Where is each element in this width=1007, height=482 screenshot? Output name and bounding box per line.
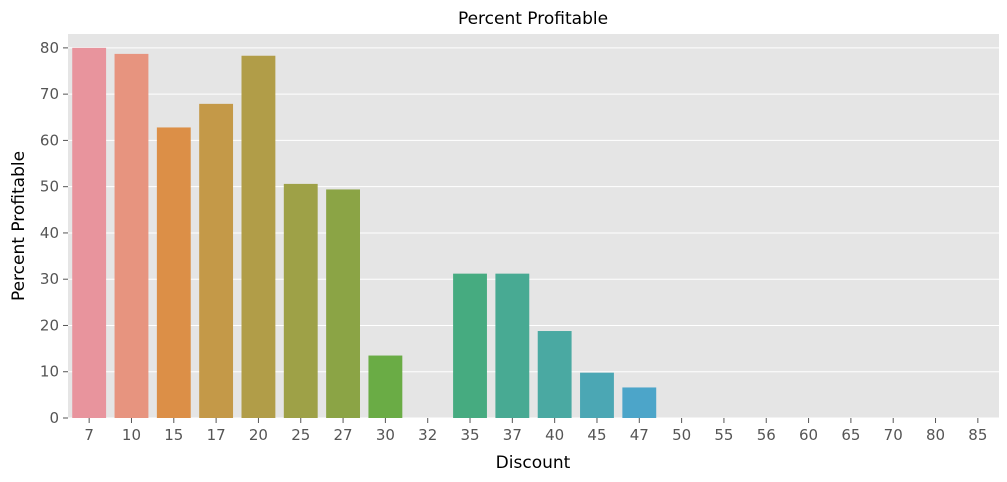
y-tick-label: 40	[40, 224, 59, 242]
bar-25	[283, 183, 318, 418]
x-tick-label: 7	[84, 426, 94, 444]
bar-47	[622, 387, 657, 418]
x-tick-label: 25	[291, 426, 310, 444]
y-axis-label: Percent Profitable	[9, 151, 29, 301]
y-tick-label: 80	[40, 39, 59, 57]
bar-17	[199, 103, 234, 419]
bar-20	[241, 55, 276, 419]
y-tick-label: 50	[40, 178, 59, 196]
y-axis-ticks: 0 10 20 30 40 50 60 70 80	[40, 39, 68, 427]
x-tick-label: 30	[376, 426, 395, 444]
x-tick-label: 70	[884, 426, 903, 444]
bar-10	[114, 53, 149, 418]
y-tick-label: 60	[40, 131, 59, 149]
chart-title: Percent Profitable	[458, 9, 608, 29]
y-tick-label: 20	[40, 316, 59, 334]
bar-30	[368, 355, 403, 418]
x-tick-label: 27	[334, 426, 353, 444]
x-tick-label: 45	[587, 426, 606, 444]
y-tick-label: 30	[40, 270, 59, 288]
x-axis-ticks: 7 10 15 17 20 25 27 30 32 35 37 40 45 47 50 55 56 60 65 70 8…	[84, 418, 987, 444]
bar-45	[580, 372, 614, 418]
bar-37	[495, 273, 530, 418]
bar-35	[453, 273, 487, 418]
x-tick-label: 60	[799, 426, 818, 444]
x-tick-label: 56	[757, 426, 776, 444]
bars	[72, 47, 657, 419]
x-tick-label: 35	[460, 426, 479, 444]
x-tick-label: 20	[249, 426, 268, 444]
y-tick-label: 10	[40, 363, 59, 381]
x-tick-label: 65	[841, 426, 860, 444]
x-tick-label: 10	[122, 426, 141, 444]
x-tick-label: 85	[968, 426, 987, 444]
bar-7	[72, 47, 107, 418]
y-tick-label: 0	[49, 409, 59, 427]
x-tick-label: 50	[672, 426, 691, 444]
x-tick-label: 80	[926, 426, 945, 444]
x-tick-label: 32	[418, 426, 437, 444]
bar-27	[326, 189, 360, 418]
x-tick-label: 37	[503, 426, 522, 444]
y-tick-label: 70	[40, 85, 59, 103]
x-tick-label: 40	[545, 426, 564, 444]
bar-40	[537, 331, 572, 418]
x-tick-label: 17	[207, 426, 226, 444]
x-tick-label: 15	[164, 426, 183, 444]
x-tick-label: 47	[630, 426, 649, 444]
x-tick-label: 55	[714, 426, 733, 444]
x-axis-label: Discount	[496, 453, 571, 473]
bar-15	[156, 127, 191, 419]
